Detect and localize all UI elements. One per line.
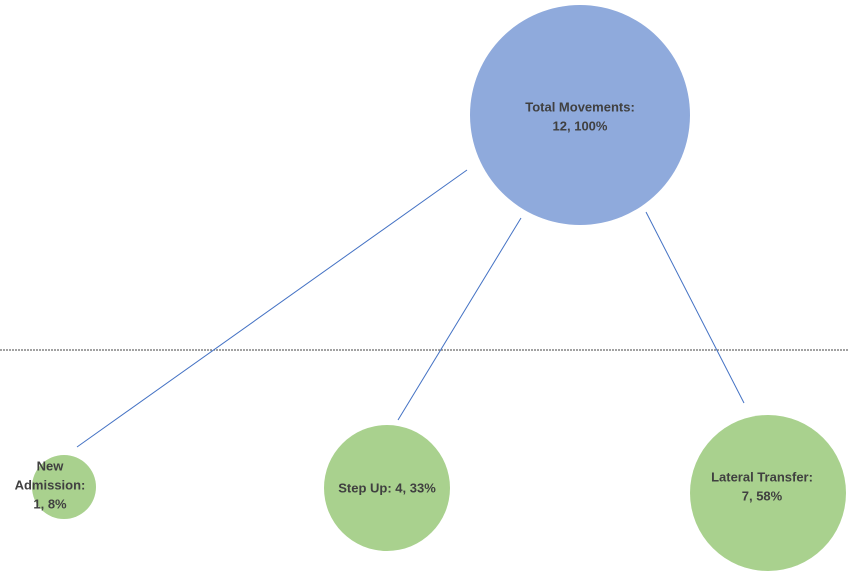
node-label: 7, 58% <box>742 488 783 503</box>
node-label: 1, 8% <box>33 496 67 511</box>
node-label: Admission: <box>15 477 86 492</box>
node-label: 12, 100% <box>553 118 608 133</box>
node-circle <box>32 455 96 519</box>
connector <box>397 217 522 421</box>
connector <box>645 211 745 404</box>
node-label: Lateral Transfer: <box>711 469 813 484</box>
node-circle <box>324 425 450 551</box>
node-circle <box>690 415 846 571</box>
node-circle <box>470 5 690 225</box>
node-label: Total Movements: <box>525 99 635 114</box>
node-label: Step Up: 4, 33% <box>338 480 436 495</box>
node-label: New <box>37 458 65 473</box>
connector <box>76 169 468 448</box>
